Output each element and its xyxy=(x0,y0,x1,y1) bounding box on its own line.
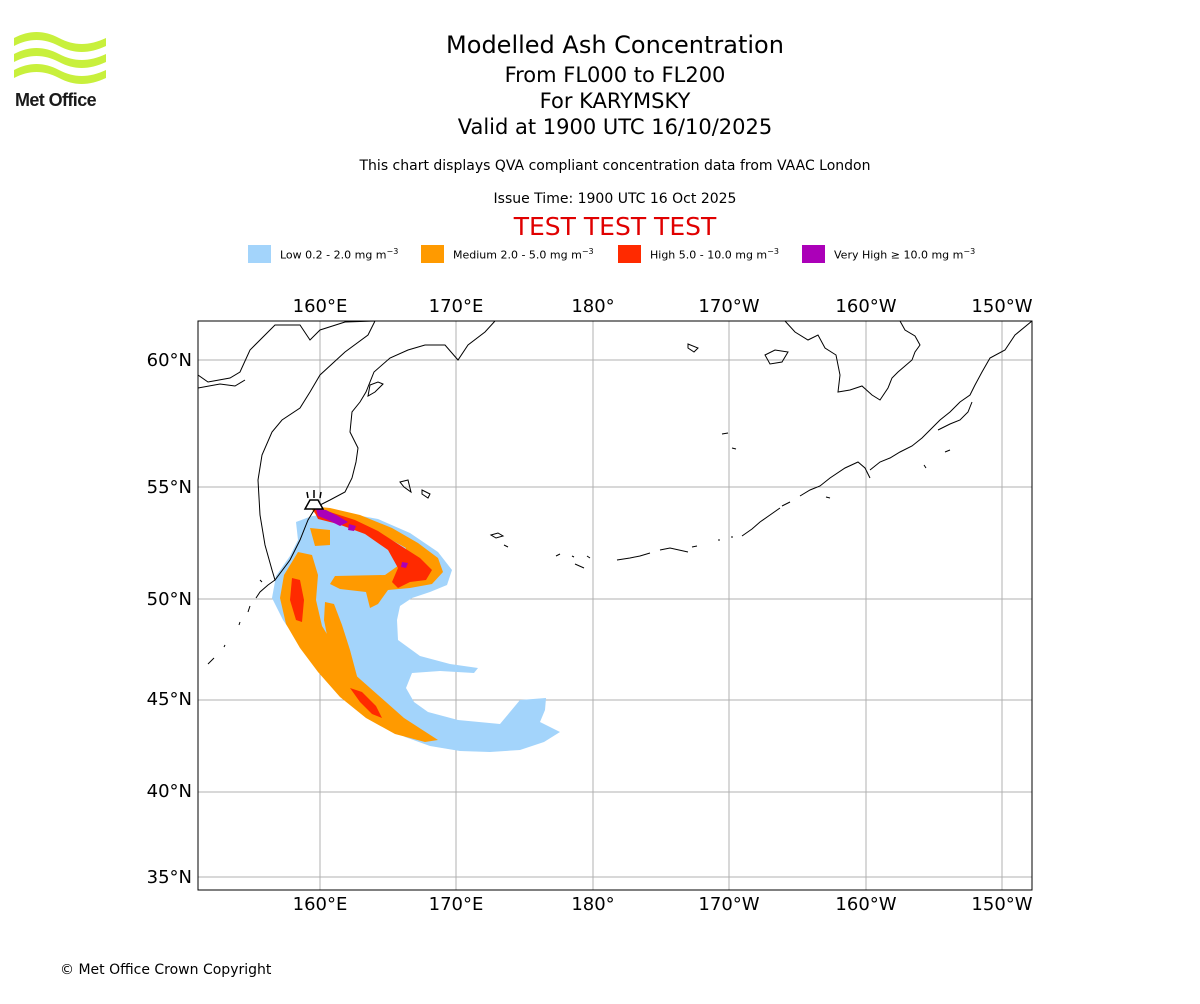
volcano-label: For KARYMSKY xyxy=(539,89,691,113)
lat-label-35n: 35°N xyxy=(147,867,192,888)
legend-item-very-high: Very High ≥ 10.0 mg m−3 xyxy=(802,244,975,264)
chart-description: This chart displays QVA compliant concen… xyxy=(359,158,871,174)
coastlines xyxy=(198,321,1032,665)
logo-text: Met Office xyxy=(15,90,97,110)
lon-label-top-150w: 150°W xyxy=(971,296,1032,317)
legend-label-low: Low 0.2 - 2.0 mg m−3 xyxy=(280,246,399,262)
map-frame xyxy=(197,320,1033,891)
issue-time: Issue Time: 1900 UTC 16 Oct 2025 xyxy=(493,191,737,207)
lat-label-40n: 40°N xyxy=(147,781,192,802)
lat-label-45n: 45°N xyxy=(147,689,192,710)
lon-label-bottom-180: 180° xyxy=(571,894,614,915)
lon-label-top-170w: 170°W xyxy=(698,296,759,317)
lat-label-50n: 50°N xyxy=(147,589,192,610)
lon-label-top-170e: 170°E xyxy=(429,296,484,317)
legend-item-low: Low 0.2 - 2.0 mg m−3 xyxy=(248,244,398,264)
lon-label-top-160e: 160°E xyxy=(293,296,348,317)
lon-labels-bottom: 160°E 170°E 180° 170°W 160°W 150°W xyxy=(293,894,1033,915)
flight-level-range: From FL000 to FL200 xyxy=(504,63,726,87)
lon-label-bottom-170w: 170°W xyxy=(698,894,759,915)
chart-title: Modelled Ash Concentration xyxy=(446,31,784,59)
lon-label-top-180: 180° xyxy=(571,296,614,317)
lon-label-bottom-170e: 170°E xyxy=(429,894,484,915)
ash-very-high-layer xyxy=(316,509,408,568)
legend-label-very-high: Very High ≥ 10.0 mg m−3 xyxy=(834,246,976,262)
legend-swatch-medium xyxy=(421,245,444,263)
legend-item-medium: Medium 2.0 - 5.0 mg m−3 xyxy=(421,244,594,264)
ash-medium-layer xyxy=(280,506,443,742)
legend-item-high: High 5.0 - 10.0 mg m−3 xyxy=(618,244,779,264)
ash-high-layer xyxy=(290,509,432,718)
map-content xyxy=(198,321,1032,890)
lat-label-55n: 55°N xyxy=(147,477,192,498)
lat-label-60n: 60°N xyxy=(147,350,192,371)
volcano-icon xyxy=(303,490,325,510)
legend-swatch-high xyxy=(618,245,641,263)
met-office-waves-icon xyxy=(14,32,106,84)
ash-low-layer xyxy=(272,513,560,752)
lon-label-top-160w: 160°W xyxy=(835,296,896,317)
chart-title-block: Modelled Ash Concentration From FL000 to… xyxy=(0,28,1200,140)
met-office-logo: Met Office xyxy=(14,30,114,114)
lon-label-bottom-160e: 160°E xyxy=(293,894,348,915)
legend-swatch-very-high xyxy=(802,245,825,263)
lat-labels: 60°N 55°N 50°N 45°N 40°N 35°N xyxy=(147,350,192,888)
lon-label-bottom-160w: 160°W xyxy=(835,894,896,915)
legend-swatch-low xyxy=(248,245,271,263)
copyright-notice: © Met Office Crown Copyright xyxy=(60,962,272,978)
legend-label-high: High 5.0 - 10.0 mg m−3 xyxy=(650,246,779,262)
test-banner: TEST TEST TEST xyxy=(513,212,717,241)
legend-label-medium: Medium 2.0 - 5.0 mg m−3 xyxy=(453,246,594,262)
valid-time: Valid at 1900 UTC 16/10/2025 xyxy=(457,115,773,139)
lon-labels-top: 160°E 170°E 180° 170°W 160°W 150°W xyxy=(293,296,1033,317)
lon-label-bottom-150w: 150°W xyxy=(971,894,1032,915)
